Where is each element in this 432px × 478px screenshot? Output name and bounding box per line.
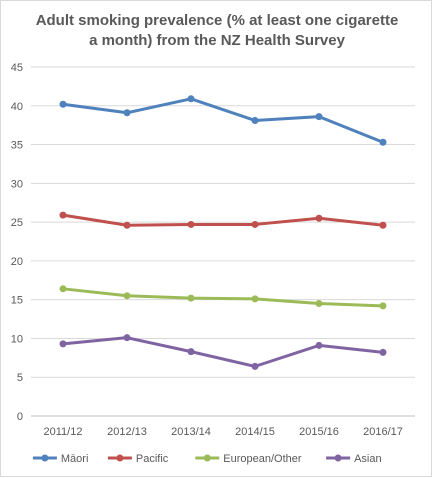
data-point-pacific bbox=[379, 221, 387, 229]
x-tick-label: 2013/14 bbox=[171, 426, 211, 438]
x-tick-label: 2011/12 bbox=[44, 426, 83, 438]
data-point-european-other bbox=[379, 302, 387, 310]
data-point-m-ori bbox=[59, 100, 67, 108]
data-point-m-ori bbox=[315, 113, 323, 121]
series-line-m-ori bbox=[61, 97, 385, 144]
y-tick-label: 0 bbox=[17, 411, 23, 423]
data-point-m-ori bbox=[187, 95, 195, 103]
y-tick-label: 30 bbox=[11, 178, 23, 190]
data-point-pacific bbox=[315, 214, 323, 222]
y-tick-label: 45 bbox=[11, 62, 23, 74]
x-tick-label: 2015/16 bbox=[299, 426, 339, 438]
legend-label-pacific: Pacific bbox=[136, 453, 169, 465]
data-point-pacific bbox=[251, 220, 259, 228]
data-point-european-other bbox=[123, 292, 131, 300]
data-point-asian bbox=[187, 348, 195, 356]
y-tick-label: 5 bbox=[17, 372, 23, 384]
series-line-asian bbox=[61, 336, 385, 368]
data-point-pacific bbox=[123, 221, 131, 229]
legend-marker-european-other bbox=[203, 454, 211, 462]
legend-marker-asian bbox=[334, 454, 342, 462]
y-tick-label: 40 bbox=[11, 101, 23, 113]
legend-marker-m-ori bbox=[41, 454, 49, 462]
series-line-pacific bbox=[61, 213, 385, 227]
y-tick-label: 25 bbox=[11, 217, 23, 229]
chart-title: Adult smoking prevalence (% at least one… bbox=[1, 11, 432, 51]
x-tick-label: 2012/13 bbox=[107, 426, 147, 438]
data-point-european-other bbox=[187, 294, 195, 302]
legend-label-m-ori: Māori bbox=[61, 453, 89, 465]
legend-label-asian: Asian bbox=[354, 453, 382, 465]
data-point-asian bbox=[379, 348, 387, 356]
data-point-asian bbox=[59, 340, 67, 348]
y-tick-label: 10 bbox=[11, 333, 23, 345]
legend-label-european-other: European/Other bbox=[223, 453, 302, 465]
legend-marker-pacific bbox=[116, 454, 124, 462]
data-point-european-other bbox=[59, 285, 67, 293]
y-tick-label: 20 bbox=[11, 256, 23, 268]
data-point-european-other bbox=[315, 300, 323, 308]
x-tick-label: 2014/15 bbox=[235, 426, 275, 438]
chart-title-line-1: Adult smoking prevalence (% at least one… bbox=[35, 12, 399, 29]
x-tick-label: 2016/17 bbox=[363, 426, 403, 438]
data-point-asian bbox=[251, 362, 259, 370]
y-tick-label: 15 bbox=[11, 295, 23, 307]
series-line-european-other bbox=[61, 287, 385, 308]
data-point-asian bbox=[123, 334, 131, 342]
chart-title-line-2: a month) from the NZ Health Survey bbox=[89, 32, 345, 49]
data-point-m-ori bbox=[123, 109, 131, 117]
data-point-pacific bbox=[187, 220, 195, 228]
data-point-pacific bbox=[59, 211, 67, 219]
data-point-m-ori bbox=[251, 117, 259, 125]
y-tick-label: 35 bbox=[11, 140, 23, 152]
data-point-european-other bbox=[251, 295, 259, 303]
data-point-asian bbox=[315, 341, 323, 349]
data-point-m-ori bbox=[379, 138, 387, 146]
